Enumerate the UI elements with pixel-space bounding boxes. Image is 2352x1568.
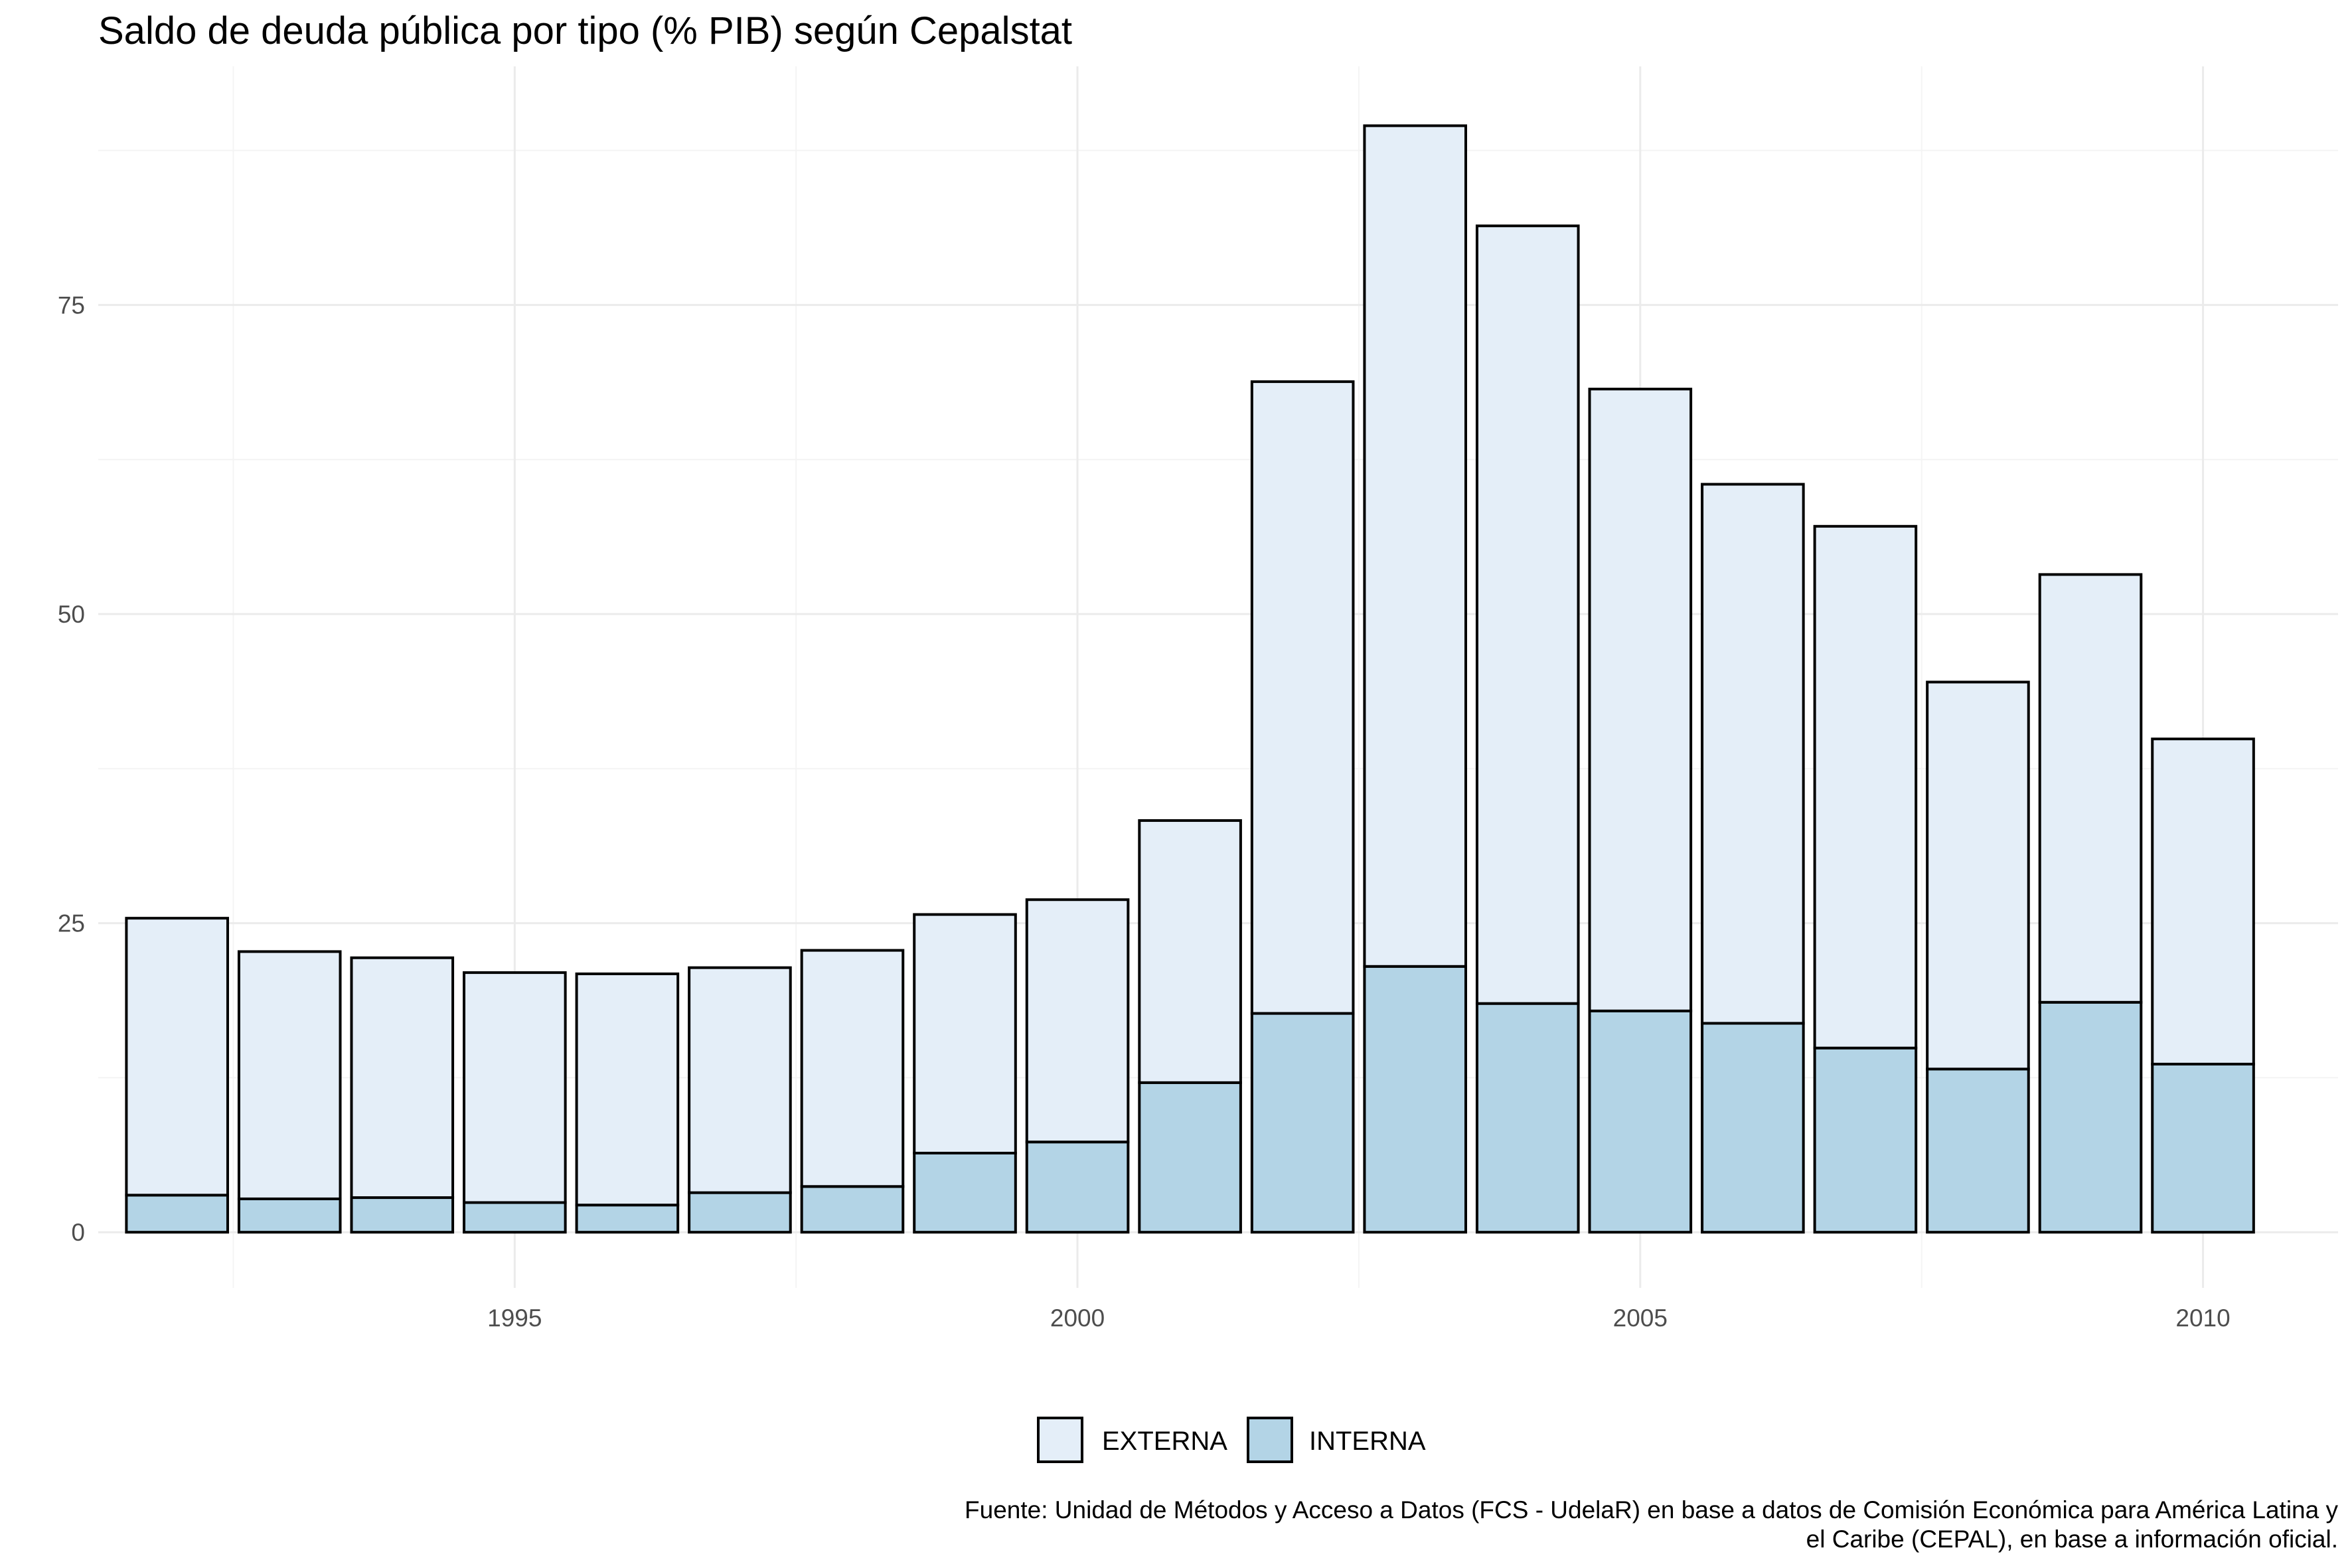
bar-interna-2000 xyxy=(1025,1140,1130,1234)
legend-swatch-interna xyxy=(1247,1417,1293,1463)
bar-externa-2006 xyxy=(1701,483,1805,1025)
bar-externa-1997 xyxy=(688,966,792,1194)
bar-externa-2002 xyxy=(1250,380,1355,1015)
bar-interna-2001 xyxy=(1138,1081,1242,1234)
y-tick-label: 75 xyxy=(58,291,85,319)
bar-interna-1997 xyxy=(688,1191,792,1234)
bar-externa-2010 xyxy=(2151,738,2255,1065)
caption-line-1: Fuente: Unidad de Métodos y Acceso a Dat… xyxy=(965,1496,2338,1524)
x-tick-label: 2005 xyxy=(1613,1304,1668,1332)
bar-interna-2006 xyxy=(1701,1022,1805,1234)
bar-externa-2008 xyxy=(1926,680,2030,1071)
bar-interna-2004 xyxy=(1475,1002,1580,1234)
bar-externa-1992 xyxy=(125,917,229,1197)
bar-externa-2009 xyxy=(2038,573,2143,1004)
bar-interna-2003 xyxy=(1363,965,1468,1234)
bar-externa-2001 xyxy=(1138,819,1242,1084)
legend-swatch-externa xyxy=(1037,1417,1083,1463)
bar-interna-1996 xyxy=(575,1204,680,1234)
x-tick-label: 2010 xyxy=(2175,1304,2230,1332)
x-tick-label: 1995 xyxy=(487,1304,542,1332)
bar-interna-1998 xyxy=(800,1185,905,1234)
bar-externa-1994 xyxy=(350,956,455,1200)
y-tick-label: 25 xyxy=(58,910,85,937)
x-axis-tick-labels: 1995 2000 2005 2010 xyxy=(487,1304,2231,1332)
x-tick-label: 2000 xyxy=(1050,1304,1105,1332)
bar-interna-1995 xyxy=(463,1201,567,1234)
y-axis-tick-labels: 0 25 50 75 xyxy=(58,291,85,1246)
chart-title: Saldo de deuda pública por tipo (% PIB) … xyxy=(98,9,1072,52)
bar-interna-2002 xyxy=(1250,1012,1355,1234)
y-tick-label: 0 xyxy=(71,1219,85,1246)
bar-externa-1999 xyxy=(913,913,1017,1155)
bar-externa-2007 xyxy=(1813,524,1918,1050)
legend-label-interna: INTERNA xyxy=(1309,1427,1426,1456)
bar-interna-2007 xyxy=(1813,1046,1918,1234)
bar-externa-1998 xyxy=(800,949,905,1188)
bar-externa-1995 xyxy=(463,971,567,1204)
bar-interna-1993 xyxy=(237,1197,342,1234)
bar-externa-2005 xyxy=(1588,388,1693,1012)
bar-externa-1993 xyxy=(237,950,342,1200)
bar-externa-2000 xyxy=(1025,898,1130,1144)
bar-interna-1992 xyxy=(125,1194,229,1234)
bar-interna-2009 xyxy=(2038,1000,2143,1234)
bar-interna-1999 xyxy=(913,1152,1017,1234)
legend-label-externa: EXTERNA xyxy=(1102,1427,1227,1456)
bar-externa-2003 xyxy=(1363,124,1468,968)
bar-interna-2010 xyxy=(2151,1062,2255,1234)
bar-interna-2005 xyxy=(1588,1009,1693,1234)
bar-externa-2004 xyxy=(1475,224,1580,1005)
caption-line-2: el Caribe (CEPAL), en base a información… xyxy=(1806,1526,2338,1553)
bar-interna-1994 xyxy=(350,1196,455,1234)
bar-interna-2008 xyxy=(1926,1067,2030,1234)
legend: EXTERNA INTERNA xyxy=(1037,1417,1426,1463)
y-tick-label: 50 xyxy=(58,601,85,628)
bars xyxy=(125,124,2255,1234)
bar-externa-1996 xyxy=(575,972,680,1207)
